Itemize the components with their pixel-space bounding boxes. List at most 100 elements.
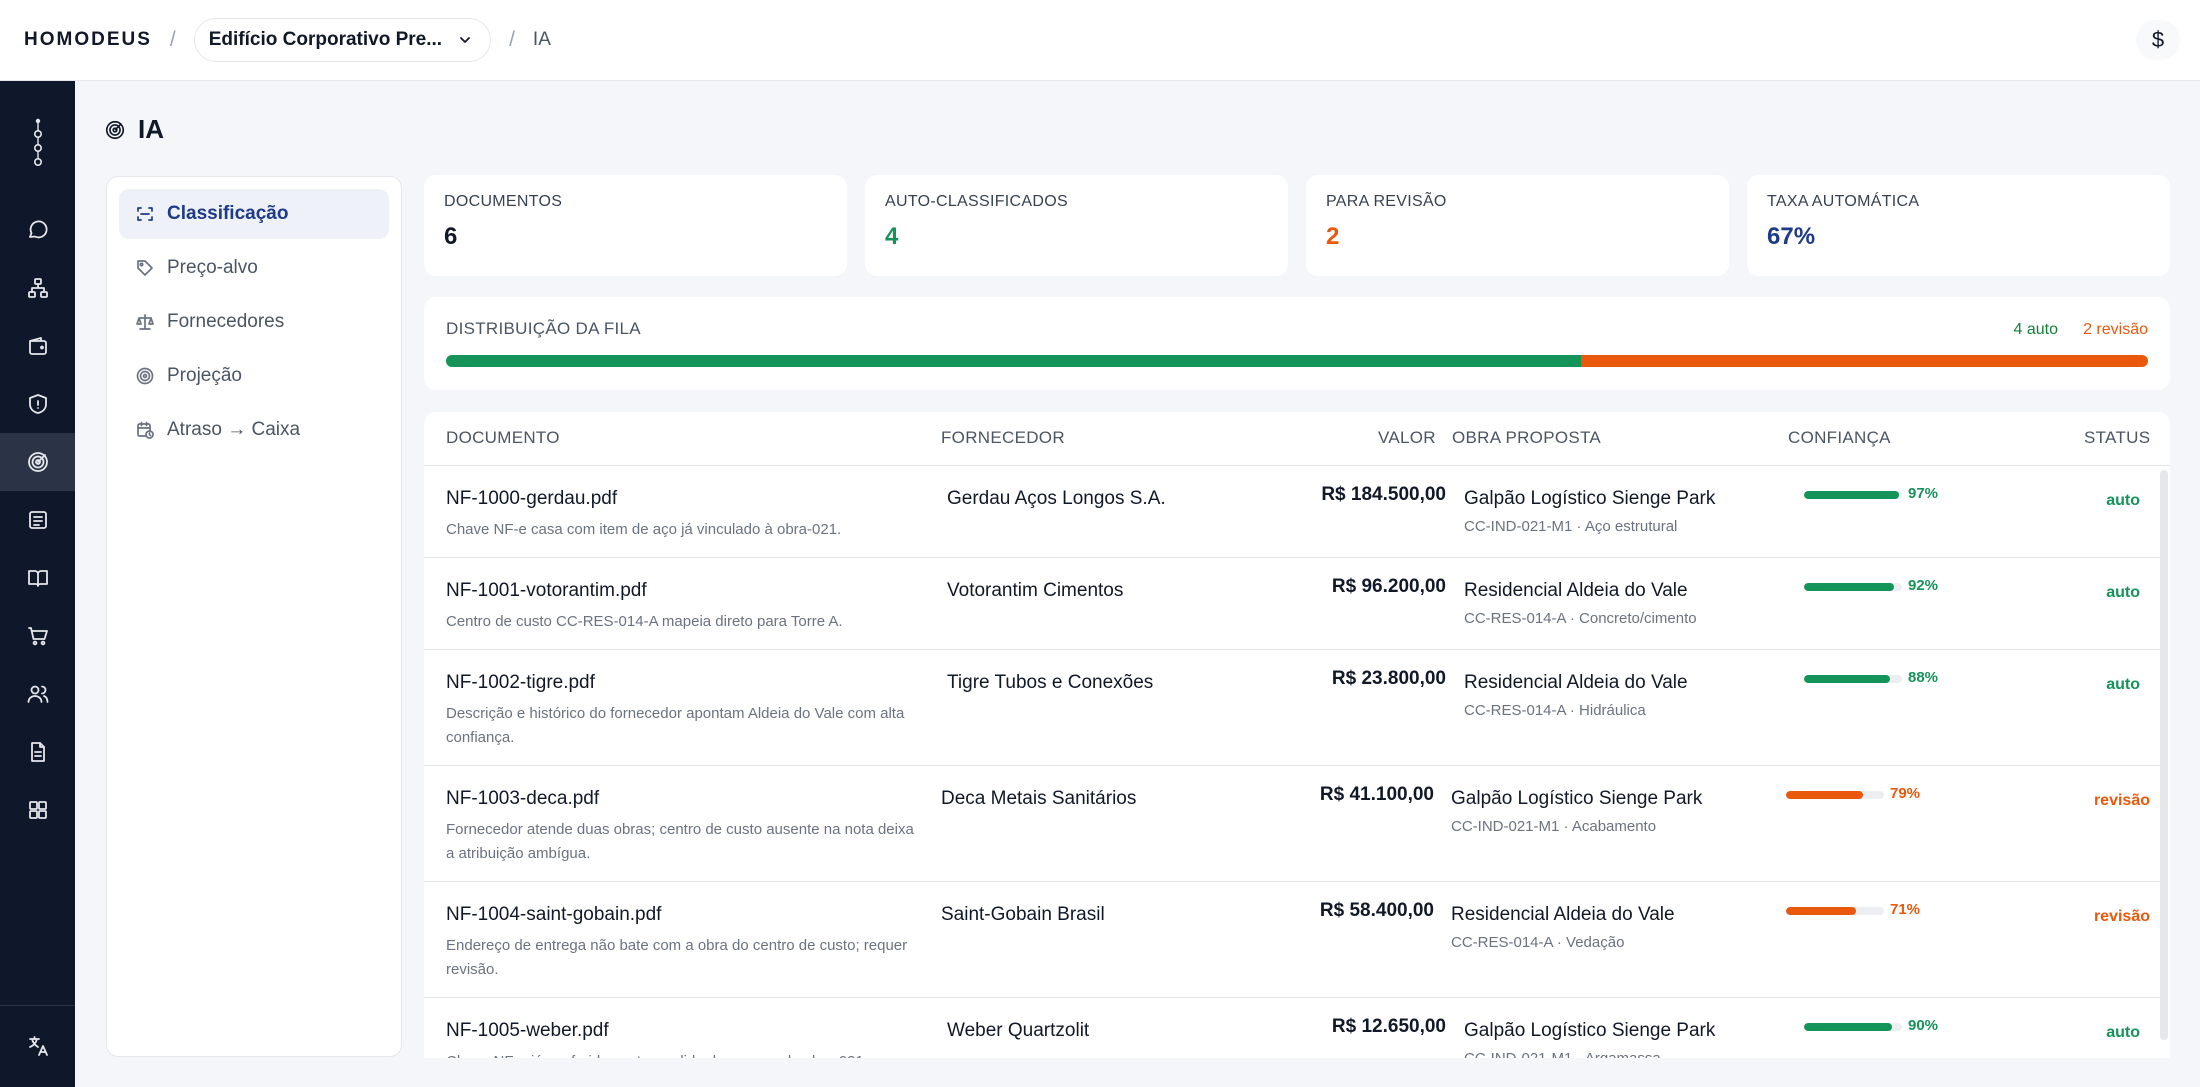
table-header: DOCUMENTO FORNECEDOR VALOR OBRA PROPOSTA…	[424, 412, 2170, 466]
column-header-status: STATUS	[2084, 428, 2151, 447]
confidence-bar-fill	[1786, 791, 1864, 799]
confidence-cell: 92%	[1804, 577, 1964, 603]
sidebar-list[interactable]	[0, 491, 75, 549]
grid-icon	[28, 801, 47, 819]
cost-center: CC-IND-021-M1 · Acabamento	[1451, 818, 1657, 835]
cost-center: CC-RES-014-A · Concreto/cimento	[1464, 610, 1697, 627]
confidence-bar	[1804, 675, 1902, 683]
document-name[interactable]: NF-1003-deca.pdf	[446, 788, 600, 809]
supplier-name: Tigre Tubos e Conexões	[947, 672, 1154, 693]
users-icon	[27, 685, 48, 703]
table-row[interactable]: NF-1000-gerdau.pdf Chave NF-e casa com it…	[424, 466, 2160, 558]
breadcrumb-current: IA	[532, 29, 551, 50]
confidence-cell: 90%	[1804, 1017, 1964, 1043]
stat-label: DOCUMENTOS	[444, 193, 563, 210]
stat-value: 67%	[1767, 223, 1816, 250]
status-badge: revisão	[2093, 792, 2150, 809]
subnav-item-classificacao[interactable]: Classificação	[119, 189, 389, 239]
breadcrumb-separator: /	[509, 28, 515, 51]
stat-card-auto-classificados: AUTO-CLASSIFICADOS 4	[865, 175, 1288, 276]
wallet-icon	[28, 337, 47, 355]
document-cell: NF-1001-votorantim.pdf Centro de custo CC…	[446, 580, 926, 634]
sidebar-wallet[interactable]	[0, 317, 75, 375]
calendar-clock-icon	[137, 421, 154, 439]
document-cell: NF-1000-gerdau.pdf Chave NF-e casa com it…	[446, 488, 926, 542]
sidebar-book[interactable]	[0, 549, 75, 607]
supplier-name: Weber Quartzolit	[947, 1020, 1090, 1041]
stat-label: TAXA AUTOMÁTICA	[1767, 193, 1920, 210]
document-name[interactable]: NF-1001-votorantim.pdf	[446, 580, 647, 601]
table-row[interactable]: NF-1003-deca.pdf Fornecedor atende duas o…	[424, 766, 2160, 882]
proposed-project: Galpão Logístico Sienge Park	[1464, 488, 1716, 509]
sidebar-shield[interactable]	[0, 375, 75, 433]
breadcrumb-separator: /	[169, 28, 176, 51]
table-row[interactable]: NF-1002-tigre.pdf Descrição e histórico d…	[424, 650, 2160, 766]
cost-center: CC-RES-014-A · Hidráulica	[1464, 702, 1646, 719]
stat-card-documentos: DOCUMENTOS 6	[424, 175, 847, 276]
document-description: Fornecedor atende duas obras; centro de …	[446, 821, 914, 862]
column-header-obra: OBRA PROPOSTA	[1452, 428, 1602, 447]
document-name[interactable]: NF-1004-saint-gobain.pdf	[446, 904, 662, 925]
confidence-bar	[1804, 1023, 1902, 1031]
queue-distribution-card: DISTRIBUIÇÃO DA FILA 4 auto 2 revisão	[424, 297, 2170, 390]
column-header-confianca: CONFIANÇA	[1788, 428, 1891, 447]
status-badge: auto	[2106, 492, 2140, 509]
page-title: IA	[138, 114, 164, 144]
document-icon	[30, 742, 45, 762]
sidebar-org[interactable]	[0, 259, 75, 317]
book-icon	[27, 570, 48, 587]
currency-button[interactable]: $	[2136, 20, 2180, 60]
table-scrollbar[interactable]	[2160, 470, 2168, 1040]
document-cell: NF-1004-saint-gobain.pdf Endereço de entr…	[446, 904, 926, 982]
table-row[interactable]: NF-1001-votorantim.pdf Centro de custo CC…	[424, 558, 2160, 650]
stat-card-taxa-automatica: TAXA AUTOMÁTICA 67%	[1747, 175, 2170, 276]
table-row[interactable]: NF-1004-saint-gobain.pdf Endereço de entr…	[424, 882, 2160, 998]
document-description: Centro de custo CC-RES-014-A mapeia dire…	[446, 613, 843, 630]
document-description: Descrição e histórico do fornecedor apon…	[446, 705, 905, 746]
confidence-percent: 92%	[1908, 577, 1939, 594]
supplier-name: Saint-Gobain Brasil	[941, 904, 1105, 925]
brand-logo[interactable]: HOMODEUS	[24, 29, 152, 50]
document-name[interactable]: NF-1005-weber.pdf	[446, 1020, 609, 1041]
sidebar-ia[interactable]	[0, 433, 75, 491]
column-header-documento: DOCUMENTO	[446, 428, 560, 447]
sidebar-language[interactable]	[0, 1017, 75, 1075]
sidebar-chat[interactable]	[0, 201, 75, 259]
subnav-item-fornecedores[interactable]: Fornecedores	[119, 297, 389, 347]
subnav-item-atraso-caixa[interactable]: Atraso → Caixa	[119, 405, 389, 455]
confidence-bar	[1804, 583, 1902, 591]
subnav-item-preco-alvo[interactable]: Preço-alvo	[119, 243, 389, 293]
target-icon	[136, 367, 154, 385]
document-cell: NF-1005-weber.pdf Chave NF-e já conferida…	[446, 1020, 926, 1058]
distribution-bar-review	[1580, 355, 2148, 367]
table-row[interactable]: NF-1005-weber.pdf Chave NF-e já conferida…	[424, 998, 2160, 1058]
sidebar-users[interactable]	[0, 665, 75, 723]
chat-icon	[28, 220, 48, 239]
confidence-bar-fill	[1804, 1023, 1893, 1031]
document-name[interactable]: NF-1002-tigre.pdf	[446, 672, 595, 693]
app-logo-icon[interactable]	[28, 117, 48, 169]
subnav-item-projecao[interactable]: Projeção	[119, 351, 389, 401]
confidence-bar-fill	[1804, 583, 1895, 591]
translate-icon	[28, 1036, 48, 1056]
proposed-project-cell: Residencial Aldeia do Vale CC-RES-014-A ·…	[1464, 580, 1697, 627]
sidebar-grid[interactable]	[0, 781, 75, 839]
confidence-bar	[1804, 491, 1902, 499]
confidence-cell: 88%	[1804, 669, 1964, 695]
sidebar-cart[interactable]	[0, 607, 75, 665]
top-bar: HOMODEUS / Edifício Corporativo Pre... /…	[0, 0, 2200, 81]
confidence-cell: 79%	[1786, 785, 1946, 811]
invoice-value: R$ 12.650,00	[1331, 1016, 1446, 1037]
scale-icon	[136, 314, 154, 330]
status-badge: revisão	[2093, 908, 2150, 925]
target-icon	[105, 120, 125, 139]
sidebar-document[interactable]	[0, 723, 75, 781]
proposed-project-cell: Residencial Aldeia do Vale CC-RES-014-A ·…	[1451, 904, 1675, 951]
stat-value: 2	[1326, 223, 1340, 250]
invoice-value: R$ 58.400,00	[1319, 900, 1434, 921]
distribution-label: DISTRIBUIÇÃO DA FILA	[446, 319, 641, 338]
document-name[interactable]: NF-1000-gerdau.pdf	[446, 488, 618, 509]
project-selector[interactable]: Edifício Corporativo Pre...	[193, 18, 492, 62]
page-header: IA	[104, 114, 164, 145]
document-cell: NF-1002-tigre.pdf Descrição e histórico d…	[446, 672, 926, 750]
